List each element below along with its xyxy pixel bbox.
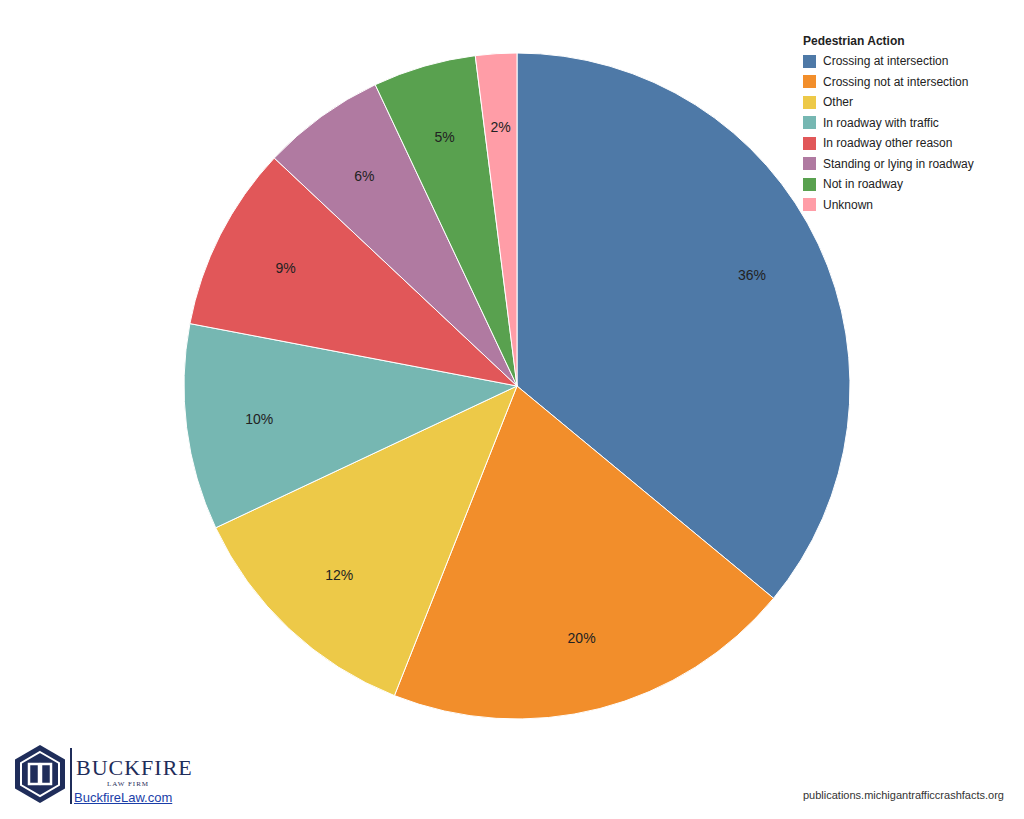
html-text:Not in roadway: Not in roadway xyxy=(823,177,903,192)
svg-text:9%: 9% xyxy=(275,260,295,276)
html-text:Other: Other xyxy=(823,95,853,110)
svg-text:6%: 6% xyxy=(354,168,374,184)
svg-text:20%: 20% xyxy=(568,630,596,646)
html-text:Pedestrian Action: Pedestrian Action xyxy=(803,34,905,48)
svg-text:5%: 5% xyxy=(434,129,454,145)
html-text:Crossing at intersection: Crossing at intersection xyxy=(823,54,949,69)
svg-text:12%: 12% xyxy=(325,567,353,583)
svg-text:2%: 2% xyxy=(491,119,511,135)
html-text:In roadway other reason: In roadway other reason xyxy=(823,136,953,151)
html-text:Unknown: Unknown xyxy=(823,197,873,212)
html-text:Crossing not at intersection: Crossing not at intersection xyxy=(823,74,969,89)
html-text:BUCKFIRE: BUCKFIRE xyxy=(76,755,193,780)
html-text:BuckfireLaw.com: BuckfireLaw.com xyxy=(74,790,173,805)
html-text:LAW FIRM: LAW FIRM xyxy=(106,780,150,788)
html-text:publications.michigantrafficcr: publications.michigantrafficcrashfacts.o… xyxy=(803,789,1004,801)
html-text:Standing or lying in roadway: Standing or lying in roadway xyxy=(823,156,974,171)
svg-text:10%: 10% xyxy=(245,411,273,427)
html-text:In roadway with traffic: In roadway with traffic xyxy=(823,115,939,130)
svg-text:36%: 36% xyxy=(738,267,766,283)
